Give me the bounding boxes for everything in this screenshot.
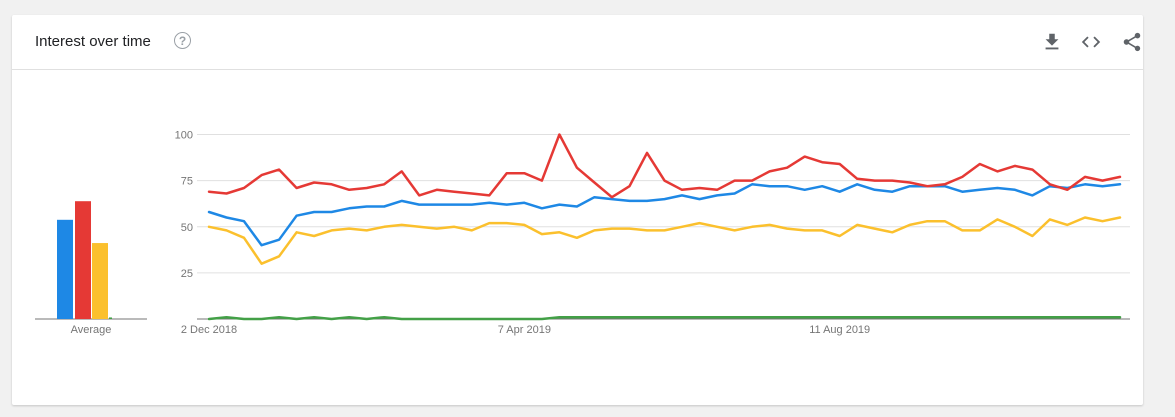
average-bar-chart: Average <box>35 201 147 336</box>
chart-area: Average 25 50 75 100 2 Dec 2018 7 Apr 2019 11 … <box>35 130 1130 336</box>
average-bar <box>92 243 108 319</box>
y-tick-label: 25 <box>181 268 193 280</box>
y-tick-label: 50 <box>181 222 193 234</box>
share-icon[interactable] <box>1121 31 1143 53</box>
series-line <box>207 315 1122 321</box>
interest-over-time-card: Interest over time ? Average 25 50 75 100 2 … <box>12 15 1143 405</box>
y-tick-label: 75 <box>181 176 193 188</box>
x-tick-label: 11 Aug 2019 <box>809 324 870 336</box>
series-line <box>207 216 1122 265</box>
embed-code-icon[interactable] <box>1080 31 1102 53</box>
x-tick-label: 7 Apr 2019 <box>498 324 551 336</box>
help-circle-icon[interactable]: ? <box>174 32 191 49</box>
card-title: Interest over time <box>35 33 151 50</box>
card-header: Interest over time ? <box>12 15 1143 70</box>
x-tick-label: 2 Dec 2018 <box>181 324 237 336</box>
average-label: Average <box>71 324 112 336</box>
average-bar <box>75 201 91 319</box>
download-icon[interactable] <box>1041 31 1063 53</box>
series-line <box>207 133 1122 199</box>
average-bar <box>109 317 112 319</box>
series-line <box>207 183 1122 247</box>
y-tick-label: 100 <box>175 130 193 142</box>
average-bar <box>57 219 73 319</box>
line-chart: 25 50 75 100 2 Dec 2018 7 Apr 2019 11 Aug 2019 <box>175 130 1130 336</box>
